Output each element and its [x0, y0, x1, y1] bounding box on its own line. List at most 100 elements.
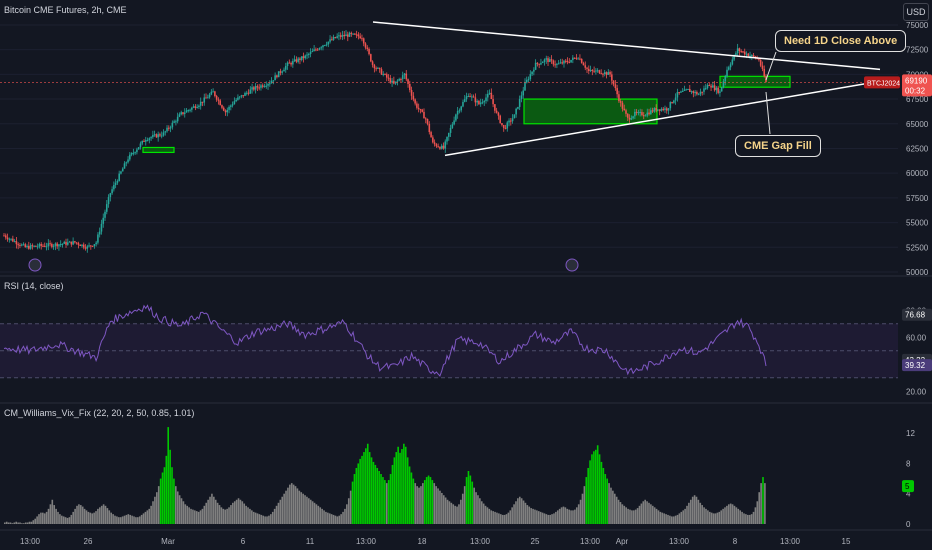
candle-body	[451, 124, 454, 128]
vix-bar	[526, 505, 529, 524]
vix-bar	[594, 449, 597, 524]
vix-bar	[562, 506, 565, 524]
vix-bar	[23, 523, 25, 524]
candle-body	[559, 62, 562, 64]
candle-body	[538, 63, 540, 65]
time-axis-label: 26	[84, 537, 93, 546]
candle-body	[467, 96, 470, 98]
candle-body	[22, 244, 25, 246]
vix-bar	[610, 487, 612, 524]
candle-body	[52, 245, 55, 247]
vix-bar	[317, 505, 320, 524]
candle-body	[515, 108, 517, 115]
vix-bar	[211, 493, 213, 524]
vix-bar	[655, 508, 658, 524]
candle-body	[492, 99, 494, 105]
vix-bar	[283, 493, 285, 524]
candle-body	[545, 58, 548, 60]
candle-body	[143, 140, 145, 142]
vix-bar	[55, 508, 57, 524]
candle-body	[586, 67, 588, 69]
vix-bar	[78, 504, 80, 524]
vix-bar	[218, 505, 221, 524]
vix-bar	[494, 511, 496, 524]
vix-bar	[520, 498, 523, 524]
countdown-badge: 00:32	[905, 86, 926, 95]
candle-body	[370, 54, 372, 62]
vix-bar	[289, 484, 291, 524]
vix-bar	[686, 505, 688, 524]
vix-bar	[138, 516, 141, 524]
vix-bar	[311, 501, 314, 524]
vix-bar	[484, 505, 487, 524]
candle-body	[175, 121, 177, 123]
vix-bar	[49, 504, 52, 524]
candle-body	[86, 246, 89, 249]
vix-bar	[159, 478, 162, 524]
candle-body	[740, 51, 742, 53]
candle-body	[747, 53, 750, 57]
vix-bar	[423, 480, 426, 524]
vix-bar	[482, 503, 485, 524]
candle-body	[155, 134, 158, 138]
vix-bar	[414, 483, 417, 524]
candle-body	[61, 243, 64, 245]
vix-bar	[391, 464, 394, 524]
vix-bar	[480, 501, 483, 524]
candle-body	[626, 113, 629, 118]
vix-bar	[226, 508, 228, 524]
candle-body	[641, 112, 643, 116]
vix-bar	[89, 512, 92, 524]
candle-body	[552, 60, 555, 65]
candle-body	[442, 145, 445, 149]
candle-body	[346, 34, 349, 37]
vix-bar	[342, 511, 344, 524]
candle-body	[187, 110, 190, 112]
currency-button[interactable]: USD	[903, 3, 929, 21]
candle-body	[469, 96, 471, 98]
candle-body	[132, 152, 135, 154]
candle-body	[84, 247, 87, 249]
rsi-pane-label: RSI (14, close)	[4, 281, 64, 291]
vix-bar	[439, 490, 441, 524]
candle-body	[20, 244, 23, 246]
candle-body	[269, 83, 271, 85]
candle-body	[345, 34, 347, 37]
candle-body	[749, 55, 751, 57]
candle-body	[231, 104, 234, 106]
candle-body	[222, 107, 225, 111]
vix-bar	[323, 510, 325, 524]
vix-bar	[712, 513, 715, 524]
vix-bar	[596, 445, 599, 524]
time-axis-label: 13:00	[356, 537, 377, 546]
candle-body	[637, 112, 640, 114]
vix-bar	[131, 515, 133, 524]
candle-body	[90, 245, 92, 247]
vix-bar	[119, 517, 122, 524]
replay-marker-icon	[565, 258, 579, 272]
candle-body	[148, 138, 151, 141]
vix-bar	[585, 477, 588, 524]
vix-bar	[190, 508, 192, 524]
candle-body	[712, 85, 714, 88]
candle-body	[15, 241, 18, 245]
candle-body	[19, 244, 21, 246]
vix-bar	[157, 486, 160, 524]
candle-body	[308, 53, 310, 55]
candle-body	[706, 85, 709, 89]
vix-bar	[359, 458, 361, 524]
vix-bar	[294, 486, 297, 524]
candle-body	[692, 91, 695, 94]
candle-body	[527, 79, 530, 81]
candle-body	[722, 81, 725, 88]
vix-bar	[76, 505, 78, 524]
vix-bar	[237, 498, 240, 524]
vix-bar	[4, 522, 6, 524]
vix-bar	[135, 517, 137, 524]
candle-body	[605, 72, 608, 75]
candle-body	[36, 246, 39, 248]
candle-body	[137, 147, 140, 150]
vix-bar	[397, 446, 399, 524]
candle-body	[277, 71, 280, 78]
